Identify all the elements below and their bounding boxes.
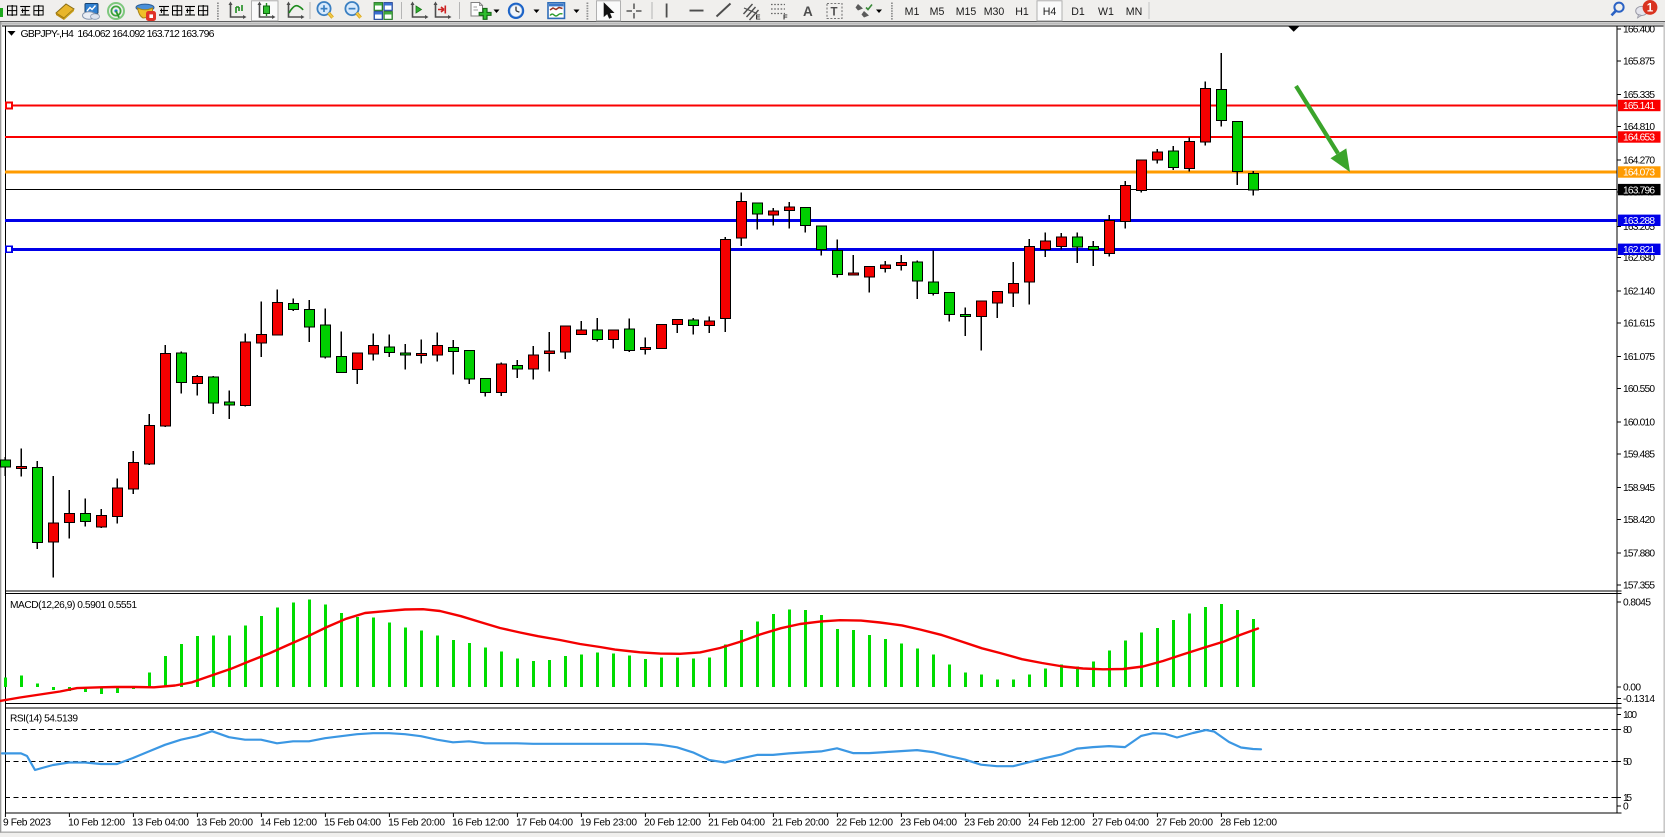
svg-text:159.485: 159.485 xyxy=(1623,450,1655,461)
svg-text:MACD(12,26,9) 0.5901 0.5551: MACD(12,26,9) 0.5901 0.5551 xyxy=(10,600,137,611)
svg-text:157.880: 157.880 xyxy=(1623,548,1655,559)
svg-text:16 Feb 12:00: 16 Feb 12:00 xyxy=(452,817,509,828)
svg-text:21 Feb 20:00: 21 Feb 20:00 xyxy=(772,817,829,828)
svg-text:H4: H4 xyxy=(1043,6,1057,18)
svg-text:23 Feb 20:00: 23 Feb 20:00 xyxy=(964,817,1021,828)
svg-text:22 Feb 12:00: 22 Feb 12:00 xyxy=(836,817,893,828)
svg-text:F: F xyxy=(783,13,788,22)
svg-text:165.875: 165.875 xyxy=(1623,57,1655,68)
svg-text:E: E xyxy=(756,13,761,22)
svg-text:W1: W1 xyxy=(1098,6,1114,18)
svg-text:23 Feb 04:00: 23 Feb 04:00 xyxy=(900,817,957,828)
svg-text:50: 50 xyxy=(1623,757,1632,768)
svg-text:M5: M5 xyxy=(930,6,945,18)
svg-text:158.945: 158.945 xyxy=(1623,483,1655,494)
svg-text:15 Feb 04:00: 15 Feb 04:00 xyxy=(324,817,381,828)
svg-text:164.653: 164.653 xyxy=(1623,133,1655,144)
svg-text:1: 1 xyxy=(1647,2,1654,14)
svg-text:166.400: 166.400 xyxy=(1623,24,1655,35)
svg-text:M1: M1 xyxy=(905,6,920,18)
svg-text:27 Feb 04:00: 27 Feb 04:00 xyxy=(1092,817,1149,828)
svg-text:163.796: 163.796 xyxy=(1623,185,1655,196)
svg-text:14 Feb 12:00: 14 Feb 12:00 xyxy=(260,817,317,828)
svg-text:21 Feb 04:00: 21 Feb 04:00 xyxy=(708,817,765,828)
svg-text:T: T xyxy=(831,7,838,19)
svg-text:17 Feb 04:00: 17 Feb 04:00 xyxy=(516,817,573,828)
svg-text:160.550: 160.550 xyxy=(1623,384,1655,395)
svg-text:13 Feb 20:00: 13 Feb 20:00 xyxy=(196,817,253,828)
svg-text:100: 100 xyxy=(1623,710,1637,721)
svg-text:D1: D1 xyxy=(1071,6,1085,18)
svg-text:161.075: 161.075 xyxy=(1623,352,1655,363)
svg-text:0.8045: 0.8045 xyxy=(1623,598,1651,609)
svg-text:80: 80 xyxy=(1623,725,1632,736)
svg-text:0: 0 xyxy=(1623,802,1629,813)
svg-text:164.073: 164.073 xyxy=(1623,168,1655,179)
svg-text:161.615: 161.615 xyxy=(1623,319,1655,330)
svg-text:RSI(14) 54.5139: RSI(14) 54.5139 xyxy=(10,714,78,725)
svg-text:163.205: 163.205 xyxy=(1623,222,1655,233)
svg-text:9 Feb 2023: 9 Feb 2023 xyxy=(3,817,51,828)
svg-text:158.420: 158.420 xyxy=(1623,515,1655,526)
svg-text:162.680: 162.680 xyxy=(1623,253,1655,264)
svg-text:MN: MN xyxy=(1126,6,1142,18)
svg-text:GBPJPY-,H4 164.062 164.092 16: GBPJPY-,H4 164.062 164.092 163.712 163.7… xyxy=(21,28,215,40)
svg-text:20 Feb 12:00: 20 Feb 12:00 xyxy=(644,817,701,828)
svg-text:M30: M30 xyxy=(984,6,1005,18)
svg-text:164.270: 164.270 xyxy=(1623,155,1655,166)
svg-text:-0.1314: -0.1314 xyxy=(1623,694,1655,705)
svg-text:162.821: 162.821 xyxy=(1623,245,1655,256)
svg-text:0.00: 0.00 xyxy=(1623,683,1641,694)
svg-text:15 Feb 20:00: 15 Feb 20:00 xyxy=(388,817,445,828)
svg-text:24 Feb 12:00: 24 Feb 12:00 xyxy=(1028,817,1085,828)
svg-text:165.141: 165.141 xyxy=(1623,101,1655,112)
svg-text:164.810: 164.810 xyxy=(1623,122,1655,133)
svg-text:27 Feb 20:00: 27 Feb 20:00 xyxy=(1156,817,1213,828)
svg-text:15: 15 xyxy=(1623,793,1632,804)
svg-text:162.140: 162.140 xyxy=(1623,286,1655,297)
svg-text:M15: M15 xyxy=(956,6,977,18)
svg-text:157.355: 157.355 xyxy=(1623,581,1655,592)
svg-text:28 Feb 12:00: 28 Feb 12:00 xyxy=(1220,817,1277,828)
svg-text:A: A xyxy=(803,4,813,19)
svg-text:163.288: 163.288 xyxy=(1623,216,1655,227)
svg-text:10 Feb 12:00: 10 Feb 12:00 xyxy=(68,817,125,828)
svg-text:13 Feb 04:00: 13 Feb 04:00 xyxy=(132,817,189,828)
svg-text:19 Feb 23:00: 19 Feb 23:00 xyxy=(580,817,637,828)
svg-text:165.335: 165.335 xyxy=(1623,90,1655,101)
svg-text:160.010: 160.010 xyxy=(1623,417,1655,428)
svg-text:H1: H1 xyxy=(1015,6,1029,18)
